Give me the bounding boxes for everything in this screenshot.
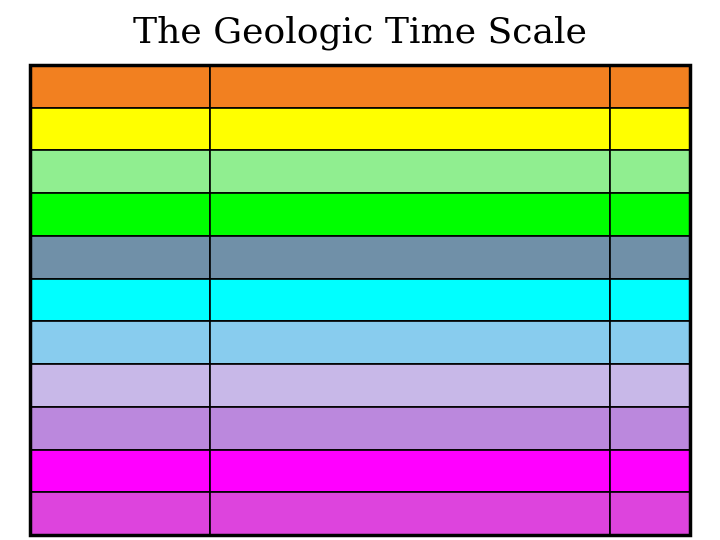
Text: Latin: Latin (216, 505, 271, 523)
Text: Jura Mountains, Switzerland: Jura Mountains, Switzerland (216, 206, 487, 224)
Text: 1822: 1822 (616, 334, 664, 352)
Text: Perm, Russia: Perm, Russia (216, 291, 340, 309)
Text: , “Wales”: , “Wales” (352, 505, 439, 523)
Text: 1795: 1795 (616, 206, 664, 224)
Text: creta: creta (271, 163, 320, 181)
Text: Latin, “three-fold”: Latin, “three-fold” (216, 248, 389, 266)
Text: Cambrian: Cambrian (36, 505, 129, 523)
Text: Silurian: Silurian (36, 419, 111, 437)
Text: , a pre-Roman tribe: , a pre-Roman tribe (312, 462, 496, 480)
Text: Cambria: Cambria (271, 505, 352, 523)
Text: 1760: 1760 (616, 120, 664, 138)
Text: , “chalk”: , “chalk” (320, 163, 402, 181)
Text: 1835: 1835 (616, 505, 664, 523)
Text: , a pre-Roman tribe: , a pre-Roman tribe (283, 419, 467, 437)
Text: 1840: 1840 (616, 376, 664, 394)
Text: Silures: Silures (216, 419, 283, 437)
Text: Devonian: Devonian (36, 376, 125, 394)
Text: 1822: 1822 (616, 163, 664, 181)
Text: The Geologic Time Scale: The Geologic Time Scale (133, 15, 587, 50)
Text: Triassic: Triassic (36, 248, 110, 266)
Text: Jurassic: Jurassic (36, 206, 111, 224)
Text: Quaternary: Quaternary (36, 77, 144, 96)
Text: Permian: Permian (36, 291, 114, 309)
Text: 1822: 1822 (616, 77, 664, 96)
Text: 1879: 1879 (616, 462, 664, 480)
Text: Latin, “fourth”: Latin, “fourth” (216, 77, 354, 96)
Text: 1834: 1834 (616, 248, 664, 266)
Text: 1841: 1841 (616, 291, 664, 309)
Text: Ordovices: Ordovices (216, 462, 312, 480)
Text: Devonshire, England: Devonshire, England (216, 376, 414, 394)
Text: Carboniferous: Carboniferous (36, 334, 171, 352)
Text: Carbon-bearing: Carbon-bearing (216, 334, 365, 352)
Text: Tertiary: Tertiary (36, 120, 111, 138)
Text: Cretaceous: Cretaceous (36, 163, 143, 181)
Text: 1835: 1835 (616, 419, 664, 437)
Text: Ordovician: Ordovician (36, 462, 139, 480)
Text: Latin, “third”: Latin, “third” (216, 120, 342, 138)
Text: Latin: Latin (216, 163, 271, 181)
